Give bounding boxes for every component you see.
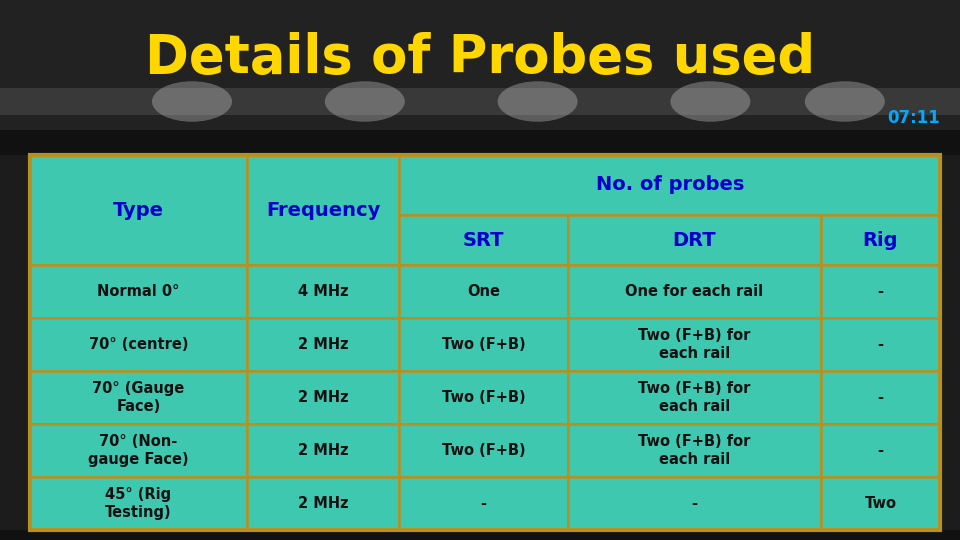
Text: -: - [877, 284, 883, 299]
Bar [0, 130, 960, 155]
Text: Frequency: Frequency [266, 200, 380, 219]
Text: 2 MHz: 2 MHz [298, 390, 348, 405]
Text: Two: Two [864, 496, 897, 511]
Bar [247, 265, 399, 318]
Text: -: - [691, 496, 697, 511]
Bar [247, 155, 399, 265]
Text: Normal 0°: Normal 0° [97, 284, 180, 299]
Text: 07:11: 07:11 [887, 109, 940, 127]
Text: 70° (Non-
gauge Face): 70° (Non- gauge Face) [88, 434, 188, 467]
Bar [30, 424, 247, 477]
Text: One for each rail: One for each rail [625, 284, 763, 299]
Text: SRT: SRT [463, 231, 504, 249]
Bar [30, 155, 247, 265]
Bar [821, 215, 940, 265]
Bar [30, 318, 247, 371]
Bar [821, 318, 940, 371]
Ellipse shape [497, 81, 578, 122]
Text: 4 MHz: 4 MHz [298, 284, 348, 299]
Text: 70° (centre): 70° (centre) [88, 337, 188, 352]
Ellipse shape [324, 81, 405, 122]
Ellipse shape [670, 81, 751, 122]
Bar [399, 371, 567, 424]
Bar [30, 371, 247, 424]
Bar [30, 265, 247, 318]
Bar [567, 424, 821, 477]
Text: DRT: DRT [673, 231, 716, 249]
Bar [247, 424, 399, 477]
Text: -: - [481, 496, 487, 511]
Bar [247, 318, 399, 371]
Text: No. of probes: No. of probes [595, 176, 744, 194]
Text: -: - [877, 337, 883, 352]
Bar [30, 477, 247, 530]
Bar [0, 0, 960, 130]
Text: Rig: Rig [863, 231, 899, 249]
Ellipse shape [804, 81, 885, 122]
Bar [821, 265, 940, 318]
Text: One: One [468, 284, 500, 299]
Bar [399, 265, 567, 318]
Text: Two (F+B): Two (F+B) [442, 443, 525, 458]
Text: 70° (Gauge
Face): 70° (Gauge Face) [92, 381, 184, 414]
Bar [399, 215, 567, 265]
Bar [399, 318, 567, 371]
Bar [821, 371, 940, 424]
Bar [567, 477, 821, 530]
Bar [30, 155, 940, 530]
Text: Two (F+B) for
each rail: Two (F+B) for each rail [638, 328, 751, 361]
Text: -: - [877, 390, 883, 405]
Bar [567, 371, 821, 424]
Bar [567, 215, 821, 265]
Bar [399, 155, 940, 215]
Bar [247, 371, 399, 424]
Bar [399, 424, 567, 477]
Text: 45° (Rig
Testing): 45° (Rig Testing) [105, 487, 172, 519]
Text: Two (F+B) for
each rail: Two (F+B) for each rail [638, 381, 751, 414]
Bar [0, 530, 960, 540]
Bar [247, 477, 399, 530]
Text: Type: Type [112, 200, 164, 219]
Ellipse shape [152, 81, 232, 122]
Text: Two (F+B): Two (F+B) [442, 337, 525, 352]
Text: 2 MHz: 2 MHz [298, 496, 348, 511]
Bar [821, 424, 940, 477]
Text: Two (F+B) for
each rail: Two (F+B) for each rail [638, 434, 751, 467]
Bar [567, 265, 821, 318]
Text: Details of Probes used: Details of Probes used [145, 32, 815, 84]
Bar [567, 318, 821, 371]
Text: 2 MHz: 2 MHz [298, 337, 348, 352]
Text: -: - [877, 443, 883, 458]
Text: Two (F+B): Two (F+B) [442, 390, 525, 405]
Bar [399, 477, 567, 530]
Bar [821, 477, 940, 530]
Bar [0, 88, 960, 115]
Text: 2 MHz: 2 MHz [298, 443, 348, 458]
